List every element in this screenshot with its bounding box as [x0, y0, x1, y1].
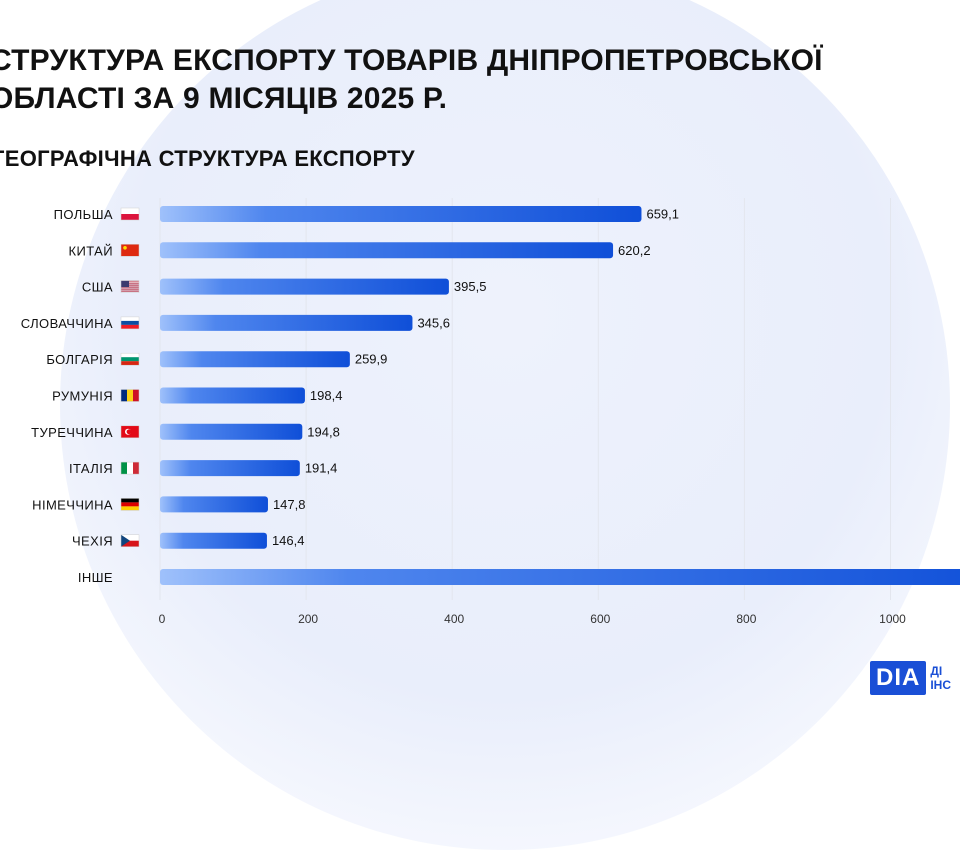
bar: [160, 351, 350, 368]
bar: [160, 206, 642, 222]
category-label: ІНШЕ: [78, 570, 113, 585]
value-label: 146,4: [272, 533, 305, 548]
bar-chart: 0 200 400 600 800 1000 659,1 ПОЛЬША 620,2 КИТАЙ 39…: [21, 198, 960, 627]
bar: [160, 532, 267, 549]
czechia-flag-icon: [120, 534, 140, 547]
value-label: 395,5: [454, 279, 487, 294]
x-tick-label: 400: [444, 612, 464, 626]
italy-flag-icon: [120, 461, 140, 475]
label-layer: 0 200 400 600 800 1000 659,1 ПОЛЬША 620,2 КИТАЙ 39…: [21, 207, 906, 627]
value-label: 198,4: [310, 388, 343, 403]
page-title: СТРУКТУРА ЕКСПОРТУ ТОВАРІВ ДНІПРОПЕТРОВС…: [0, 44, 823, 115]
x-tick-label: 1000: [879, 612, 906, 626]
category-label: НІМЕЧЧИНА: [32, 497, 113, 512]
usa-flag-icon: [120, 280, 140, 293]
category-label: ЧЕХІЯ: [72, 534, 113, 549]
dia-logo: DIA ДІ ІНС: [870, 660, 951, 696]
chart-subtitle: ГЕОГРАФІЧНА СТРУКТУРА ЕКСПОРТУ: [0, 146, 415, 171]
value-label: 194,8: [307, 424, 340, 439]
x-tick-label: 200: [298, 612, 318, 626]
bar: [160, 496, 268, 513]
value-label: 659,1: [646, 207, 679, 222]
bar: [160, 460, 300, 477]
value-label: 147,8: [273, 497, 306, 512]
category-label: СЛОВАЧЧИНА: [21, 316, 113, 331]
x-tick-label: 600: [590, 612, 610, 626]
bulgaria-flag-icon: [120, 352, 140, 366]
logo-mark: DIA: [870, 661, 927, 695]
china-flag-icon: [120, 244, 140, 257]
category-label: РУМУНІЯ: [52, 389, 113, 404]
germany-flag-icon: [120, 498, 140, 511]
bar: [160, 314, 413, 331]
category-label: ПОЛЬША: [54, 207, 113, 222]
bar-layer: [160, 206, 960, 585]
turkey-flag-icon: [120, 425, 140, 439]
value-label: 259,9: [355, 352, 388, 367]
category-label: ТУРЕЧЧИНА: [31, 425, 113, 440]
bar: [160, 278, 449, 295]
slovakia-flag-icon: [120, 316, 140, 330]
bar: [160, 242, 614, 259]
x-tick-label: 800: [736, 612, 756, 626]
grid-layer: [159, 198, 891, 600]
romania-flag-icon: [120, 389, 140, 402]
value-label: 345,6: [417, 315, 450, 330]
value-label: 620,2: [618, 243, 651, 258]
bar: [160, 423, 303, 440]
poland-flag-icon: [120, 207, 140, 221]
bar: [160, 569, 960, 585]
bar: [160, 387, 305, 404]
category-label: БОЛГАРІЯ: [46, 352, 113, 367]
x-tick-label: 0: [159, 612, 166, 626]
value-label: 191,4: [305, 461, 338, 476]
category-label: США: [82, 280, 113, 295]
category-label: ІТАЛІЯ: [69, 461, 113, 476]
category-label: КИТАЙ: [69, 243, 113, 258]
logo-text: ДІ ІНС: [930, 664, 952, 692]
